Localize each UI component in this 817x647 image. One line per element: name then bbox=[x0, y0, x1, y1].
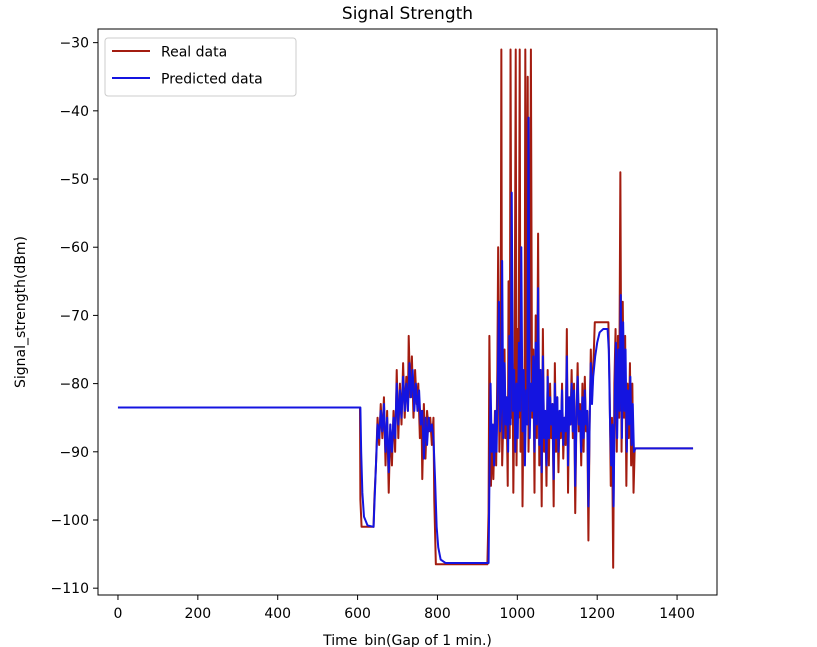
series-line-predicted-data bbox=[117, 116, 694, 564]
legend-box bbox=[104, 37, 297, 97]
x-tick-label: 1200 bbox=[579, 606, 615, 622]
y-tick-label: −30 bbox=[59, 36, 89, 52]
x-tick-label: 0 bbox=[114, 606, 123, 622]
x-tick-label: 800 bbox=[424, 606, 451, 622]
y-axis: −110 −100 −90 −80 −70 −60 −50 −40 −30 bbox=[51, 36, 98, 597]
x-tick-label: 600 bbox=[344, 606, 371, 622]
x-tick-label: 400 bbox=[264, 606, 291, 622]
x-tick-label: 200 bbox=[184, 606, 211, 622]
chart-title: Signal Strength bbox=[342, 4, 473, 24]
y-tick-label: −70 bbox=[59, 308, 89, 324]
x-axis-label: Time_bin(Gap of 1 min.) bbox=[322, 633, 492, 647]
y-tick-label: −100 bbox=[51, 513, 89, 529]
plot-frame bbox=[97, 28, 718, 596]
x-axis: 0 200 400 600 800 1000 1200 1400 bbox=[114, 595, 695, 622]
series-line-real-data bbox=[117, 48, 694, 569]
x-tick-label: 1400 bbox=[659, 606, 695, 622]
y-tick-label: −40 bbox=[59, 104, 89, 120]
x-tick-label: 1000 bbox=[500, 606, 536, 622]
y-tick-label: −80 bbox=[59, 377, 89, 393]
y-tick-label: −110 bbox=[51, 581, 89, 597]
legend: Real data Predicted data bbox=[104, 37, 297, 97]
y-tick-label: −60 bbox=[59, 240, 89, 256]
y-axis-label: Signal_strength(dBm) bbox=[13, 236, 29, 388]
legend-label-predicted-data: Predicted data bbox=[161, 72, 263, 88]
y-tick-label: −90 bbox=[59, 445, 89, 461]
legend-label-real-data: Real data bbox=[161, 45, 227, 61]
y-tick-label: −50 bbox=[59, 172, 89, 188]
